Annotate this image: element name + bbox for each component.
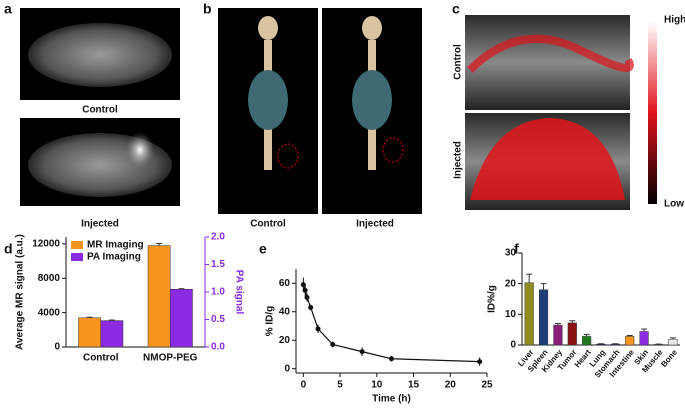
panel-letter: d xyxy=(4,241,13,257)
legend-swatch xyxy=(71,241,83,249)
y-axis-label: % ID/g xyxy=(265,306,276,337)
data-line xyxy=(302,284,480,363)
y-tick-label: 0 xyxy=(54,342,60,353)
y-tick-label: 40 xyxy=(279,306,291,317)
x-axis-label: Time (h) xyxy=(372,394,411,405)
data-point xyxy=(300,282,306,288)
y-tick-label: 4000 xyxy=(38,307,61,318)
panel-letter: f xyxy=(514,241,519,257)
data-point xyxy=(308,304,314,310)
x-tick-label: Bone xyxy=(659,347,679,369)
bar xyxy=(524,282,534,346)
bar xyxy=(567,322,577,346)
image-label: Control xyxy=(250,219,286,230)
y-tick-label: 0 xyxy=(284,363,290,374)
y-tick-label: 0 xyxy=(510,340,516,351)
scale-label: High xyxy=(664,15,685,26)
data-point xyxy=(304,294,310,300)
y-tick-label: 60 xyxy=(279,278,291,289)
bar xyxy=(553,324,563,346)
y-tick-label: 8000 xyxy=(38,273,61,284)
panel-letter: b xyxy=(203,1,212,17)
tumor-marker xyxy=(277,143,299,169)
y-tick-label: 1.5 xyxy=(211,259,225,270)
x-tick-label: 5 xyxy=(337,380,343,391)
bar xyxy=(582,336,592,346)
panel-letter: a xyxy=(4,1,12,17)
x-tick-label: 10 xyxy=(371,380,383,391)
image-label: Injected xyxy=(453,141,464,179)
skeleton xyxy=(248,16,392,170)
tumor-marker xyxy=(382,137,404,163)
bar xyxy=(538,289,549,346)
bar xyxy=(147,245,171,348)
data-point xyxy=(359,349,365,355)
y-tick-label: 2.0 xyxy=(211,232,225,243)
image-label: Injected xyxy=(356,219,394,230)
image-label: Control xyxy=(82,105,118,116)
pa-signal xyxy=(470,118,625,200)
bar xyxy=(100,320,124,348)
bar xyxy=(170,289,193,348)
x-tick-label: Heart xyxy=(573,348,593,370)
legend-label: MR Imaging xyxy=(87,240,144,251)
y-tick-label: 20 xyxy=(505,278,517,289)
y-tick-label: 20 xyxy=(279,335,291,346)
y-tick-label: 0.5 xyxy=(211,314,225,325)
color-scale xyxy=(648,22,657,204)
y-tick-label: 12000 xyxy=(32,239,60,250)
data-point xyxy=(315,326,321,332)
data-point xyxy=(330,342,336,348)
legend-label: PA Imaging xyxy=(87,252,141,263)
y-tick-label: 0.0 xyxy=(211,342,225,353)
x-tick-label: NMOP-PEG xyxy=(143,353,198,364)
data-point xyxy=(389,356,394,362)
panel-letter: c xyxy=(452,1,460,17)
bar xyxy=(78,317,102,348)
bar xyxy=(639,331,649,346)
panel-letter: e xyxy=(259,241,267,257)
bar xyxy=(625,336,635,346)
x-tick-label: 15 xyxy=(408,380,420,391)
data-point xyxy=(302,287,308,293)
x-tick-label: 20 xyxy=(445,380,457,391)
mri-hotspot xyxy=(126,132,154,168)
bar xyxy=(668,338,678,346)
y-tick-label: 1.0 xyxy=(211,287,225,298)
image-label: Control xyxy=(453,44,464,80)
y-tick-label: 30 xyxy=(505,248,517,259)
mri-body xyxy=(28,23,172,87)
y-axis-label: ID%/g xyxy=(487,285,498,313)
scale-label: Low xyxy=(664,199,684,210)
y2-axis-label: PA signal xyxy=(233,270,244,315)
y-tick-label: 10 xyxy=(505,309,517,320)
data-point xyxy=(477,359,483,365)
x-tick-label: 25 xyxy=(481,380,493,391)
x-tick-label: Control xyxy=(83,353,119,364)
legend-swatch xyxy=(71,253,83,261)
y-axis-label: Average MR signal (a.u.) xyxy=(15,234,26,350)
image-label: Injected xyxy=(81,219,119,230)
pa-signal xyxy=(467,34,634,73)
x-tick-label: 0 xyxy=(301,380,307,391)
